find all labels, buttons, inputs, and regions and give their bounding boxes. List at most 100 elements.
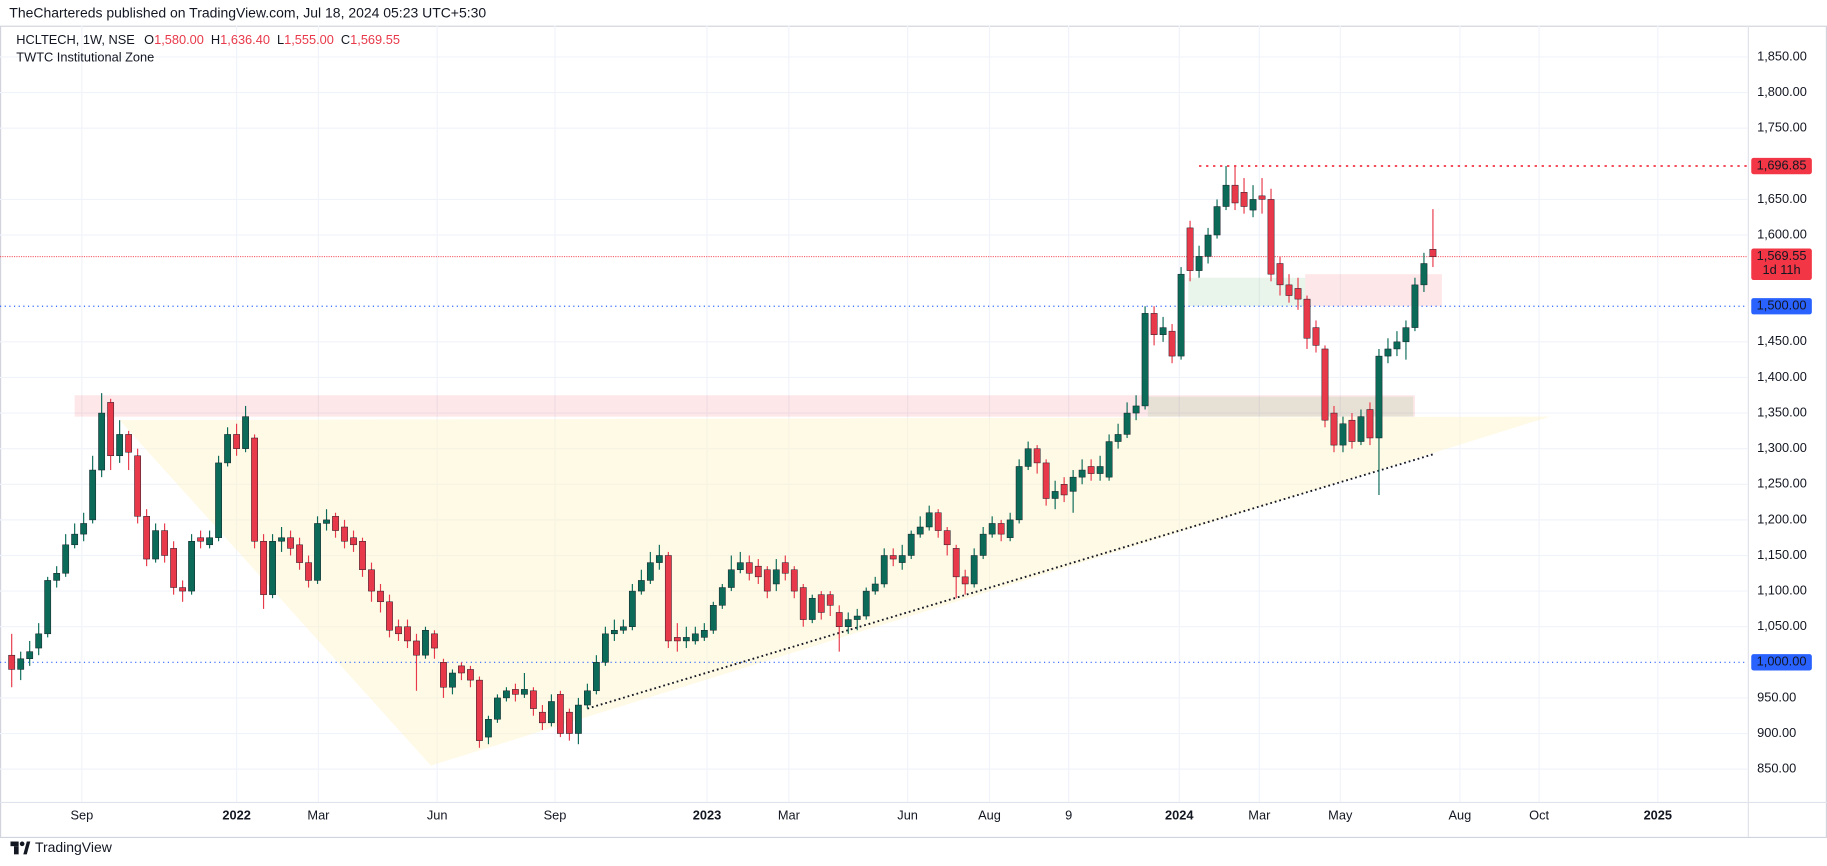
candle-body	[673, 637, 681, 642]
x-tick-label: Jun	[897, 807, 918, 822]
candle-body	[413, 640, 420, 656]
candle-body	[1177, 273, 1185, 357]
candle-body	[736, 562, 744, 570]
level-label-box	[1751, 654, 1812, 671]
candle-body	[269, 541, 276, 595]
candle-body	[350, 537, 357, 546]
candle-body	[826, 594, 834, 606]
x-tick-label: Sep	[70, 807, 93, 822]
candle-body	[26, 651, 34, 659]
candle-body	[251, 437, 258, 542]
candle-body	[1258, 195, 1266, 200]
candle-body	[287, 537, 294, 549]
candle-body	[1204, 234, 1212, 257]
candle-body	[763, 569, 771, 592]
candle-body	[1249, 199, 1257, 211]
candle-body	[431, 633, 438, 649]
candle-body	[1168, 330, 1176, 357]
x-tick-label: Mar	[307, 807, 330, 822]
level-label: 1,696.85	[1757, 157, 1807, 172]
candle-body	[1366, 409, 1374, 439]
candle-body	[458, 665, 465, 674]
x-tick-label: May	[1328, 807, 1353, 822]
candle-body	[1105, 441, 1113, 478]
candle-body	[170, 548, 177, 588]
x-tick-label: Oct	[1529, 807, 1549, 822]
candle-body	[575, 704, 582, 734]
candle-body	[1051, 491, 1059, 499]
symbol-legend: HCLTECH, 1W, NSE O1,580.00 H1,636.40 L1,555…	[16, 32, 400, 47]
candle-body	[1150, 313, 1158, 335]
drawings	[0, 165, 1748, 766]
ohlc-key: H	[211, 32, 220, 47]
candle-body	[1285, 284, 1293, 296]
candle-body	[871, 583, 879, 592]
y-tick-label: 1,050.00	[1757, 618, 1807, 633]
candle-body	[377, 590, 384, 603]
candle-body	[440, 662, 447, 688]
logo-part	[13, 846, 19, 855]
candle-body	[1087, 466, 1095, 474]
y-tick-label: 1,750.00	[1757, 120, 1807, 135]
candle-body	[368, 569, 375, 592]
candle-body	[1186, 227, 1194, 271]
candle-body	[1141, 313, 1149, 407]
candle-body	[593, 662, 600, 692]
candle-body	[1132, 405, 1140, 414]
candle-body	[1267, 199, 1275, 275]
candle-body	[89, 469, 97, 521]
candle-body	[1411, 284, 1419, 328]
ohlc-key: O	[144, 32, 154, 47]
candle-body	[1240, 192, 1248, 207]
brand-logo	[10, 841, 31, 855]
candle-body	[844, 619, 852, 627]
symbol: HCLTECH, 1W, NSE	[16, 32, 134, 47]
candle-body	[215, 462, 222, 538]
candle-body	[1024, 448, 1032, 467]
brand: TradingView	[35, 839, 113, 855]
chart-frame	[0, 25, 1827, 839]
candle-body	[1033, 448, 1041, 464]
candle-body	[530, 690, 537, 709]
candle-body	[772, 569, 780, 585]
candle-body	[853, 615, 861, 620]
candle-body	[494, 697, 501, 720]
candle-body	[242, 416, 249, 449]
candle-body	[71, 533, 79, 546]
level-label-box	[1751, 298, 1812, 315]
candle-body	[1357, 416, 1365, 442]
candle-body	[1384, 348, 1392, 357]
ohlc-key: C	[341, 32, 350, 47]
candle-body	[1294, 288, 1302, 300]
candle-body	[709, 605, 717, 631]
countdown-label: 1d 11h	[1762, 262, 1800, 277]
candle-body	[601, 633, 609, 663]
candle-body	[125, 434, 133, 453]
y-tick-label: 1,250.00	[1757, 476, 1807, 491]
publisher-note: TheChartereds published on TradingView.c…	[9, 5, 486, 21]
x-tick-label: Aug	[978, 807, 1001, 822]
candle-body	[691, 633, 699, 642]
x-tick-label: Sep	[544, 807, 567, 822]
candle-body	[1069, 476, 1077, 492]
candle-body	[889, 555, 897, 560]
candle-body	[314, 523, 321, 581]
candle-body	[1006, 519, 1014, 538]
candle-body	[521, 689, 528, 695]
candle-body	[934, 512, 942, 531]
x-tick-label: 2022	[222, 807, 250, 822]
candle-body	[718, 587, 726, 606]
candle-body	[404, 626, 411, 642]
candle-body	[53, 573, 61, 581]
candle-body	[512, 689, 519, 695]
level-label-box	[1751, 157, 1812, 175]
candle-body	[1231, 184, 1239, 204]
candle-body	[790, 569, 798, 592]
candle-body	[655, 555, 663, 563]
y-tick-label: 1,850.00	[1757, 48, 1807, 63]
candle-body	[1042, 462, 1050, 499]
candle-body	[1123, 412, 1131, 435]
logo-part	[23, 841, 31, 855]
candle-body	[808, 597, 816, 620]
candle-body	[916, 526, 924, 535]
